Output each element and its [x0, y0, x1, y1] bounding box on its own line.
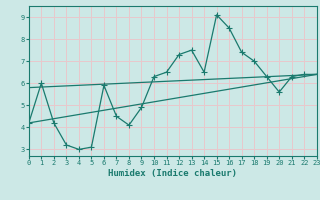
- X-axis label: Humidex (Indice chaleur): Humidex (Indice chaleur): [108, 169, 237, 178]
